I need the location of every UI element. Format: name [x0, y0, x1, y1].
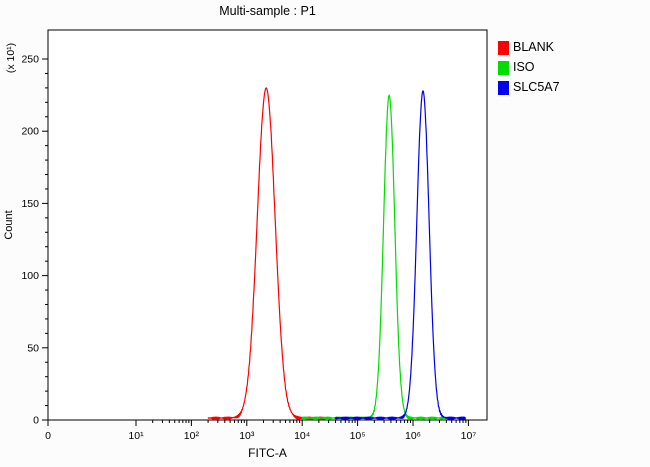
svg-text:10⁶: 10⁶	[405, 430, 421, 442]
legend-label-blank: BLANK	[513, 40, 554, 54]
svg-text:(x 10¹): (x 10¹)	[5, 43, 17, 73]
legend: BLANK ISO SLC5A7	[498, 40, 560, 100]
svg-text:250: 250	[21, 54, 39, 66]
svg-text:Count: Count	[3, 210, 15, 239]
chart-title: Multi-sample : P1	[219, 4, 316, 18]
svg-text:150: 150	[21, 198, 39, 210]
svg-text:10⁵: 10⁵	[350, 430, 366, 442]
svg-text:0: 0	[45, 430, 51, 442]
svg-text:10⁷: 10⁷	[461, 430, 477, 442]
svg-text:200: 200	[21, 126, 39, 138]
svg-text:0: 0	[33, 415, 39, 427]
legend-label-iso: ISO	[513, 60, 535, 74]
svg-text:10³: 10³	[239, 430, 255, 442]
svg-text:10⁴: 10⁴	[294, 430, 310, 442]
legend-item-slc5a7: SLC5A7	[498, 80, 560, 95]
legend-item-blank: BLANK	[498, 40, 560, 55]
svg-text:10²: 10²	[184, 430, 200, 442]
svg-text:100: 100	[21, 270, 39, 282]
svg-text:10¹: 10¹	[128, 430, 144, 442]
legend-swatch-blank-icon	[498, 40, 509, 55]
legend-swatch-slc5a7-icon	[498, 80, 509, 95]
svg-text:50: 50	[27, 342, 39, 354]
legend-item-iso: ISO	[498, 60, 560, 75]
svg-text:FITC-A: FITC-A	[248, 446, 287, 460]
legend-label-slc5a7: SLC5A7	[513, 80, 560, 94]
legend-swatch-iso-icon	[498, 60, 509, 75]
